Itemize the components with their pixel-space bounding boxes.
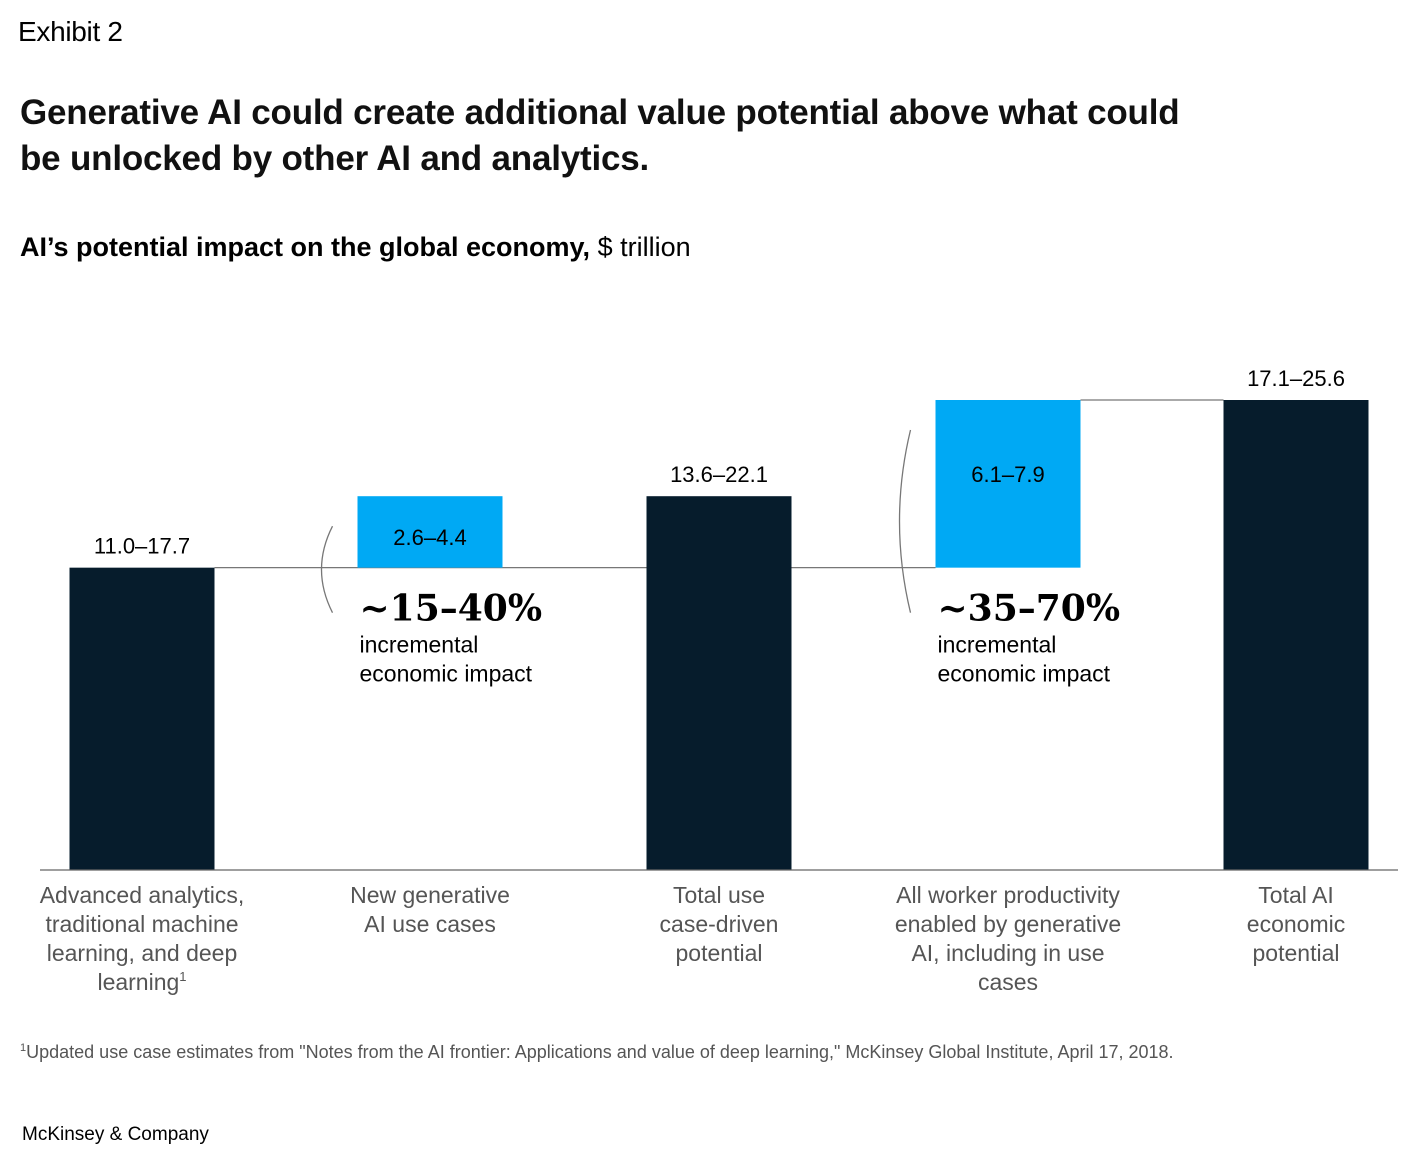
footnote: 1Updated use case estimates from "Notes … bbox=[20, 1042, 1174, 1063]
subtitle-bold: AI’s potential impact on the global econ… bbox=[20, 232, 591, 262]
bar-1 bbox=[69, 567, 215, 870]
bar-4 bbox=[935, 400, 1081, 568]
annotation-percent-2: ~35–70% bbox=[938, 588, 1121, 630]
footnote-mark: 1 bbox=[20, 1042, 27, 1054]
annotation-bracket-2 bbox=[898, 429, 912, 613]
bar-value-label-2: 2.6–4.4 bbox=[393, 525, 466, 550]
category-label-4-3: AI, including in use bbox=[911, 940, 1104, 966]
category-label-1-2: traditional machine bbox=[45, 911, 238, 937]
chart-subtitle: AI’s potential impact on the global econ… bbox=[20, 232, 691, 263]
chart-headline: Generative AI could create additional va… bbox=[20, 93, 1180, 178]
annotation-text-2-1: incremental bbox=[938, 632, 1057, 658]
bar-value-label-4: 6.1–7.9 bbox=[971, 462, 1044, 487]
category-label-3-3: potential bbox=[676, 940, 763, 966]
category-label-3-2: case-driven bbox=[660, 911, 779, 937]
category-label-1-1: Advanced analytics, bbox=[40, 882, 245, 908]
bar-value-label-5: 17.1–25.6 bbox=[1247, 366, 1345, 391]
category-label-2-2: AI use cases bbox=[364, 911, 496, 937]
annotation-text-2-2: economic impact bbox=[938, 661, 1111, 687]
subtitle-unit: $ trillion bbox=[597, 232, 691, 262]
exhibit-label: Exhibit 2 bbox=[18, 16, 123, 47]
bar-5 bbox=[1223, 400, 1369, 870]
bar-value-label-1: 11.0–17.7 bbox=[94, 534, 190, 559]
bar-2 bbox=[357, 496, 503, 568]
category-label-4-4: cases bbox=[978, 969, 1038, 995]
category-label-5-1: Total AI bbox=[1258, 882, 1333, 908]
category-label-5-3: potential bbox=[1253, 940, 1340, 966]
footnote-text: Updated use case estimates from "Notes f… bbox=[26, 1042, 1174, 1062]
category-label-5-2: economic bbox=[1247, 911, 1345, 937]
category-label-3-1: Total use bbox=[673, 882, 765, 908]
category-label-4-1: All worker productivity bbox=[896, 882, 1120, 908]
category-label-2-1: New generative bbox=[350, 882, 510, 908]
annotation-text-1-1: incremental bbox=[360, 632, 479, 658]
category-label-4-2: enabled by generative bbox=[895, 911, 1121, 937]
annotation-bracket-1 bbox=[320, 525, 334, 613]
category-label-1-4: learning1 bbox=[97, 969, 186, 995]
bar-3 bbox=[646, 496, 792, 870]
category-footnote-mark: 1 bbox=[179, 969, 186, 984]
brand-logo: McKinsey & Company bbox=[22, 1124, 209, 1145]
bar-value-label-3: 13.6–22.1 bbox=[670, 462, 768, 487]
category-label-1-3: learning, and deep bbox=[47, 940, 238, 966]
annotation-percent-1: ~15–40% bbox=[360, 588, 543, 630]
annotation-text-1-2: economic impact bbox=[360, 661, 533, 687]
